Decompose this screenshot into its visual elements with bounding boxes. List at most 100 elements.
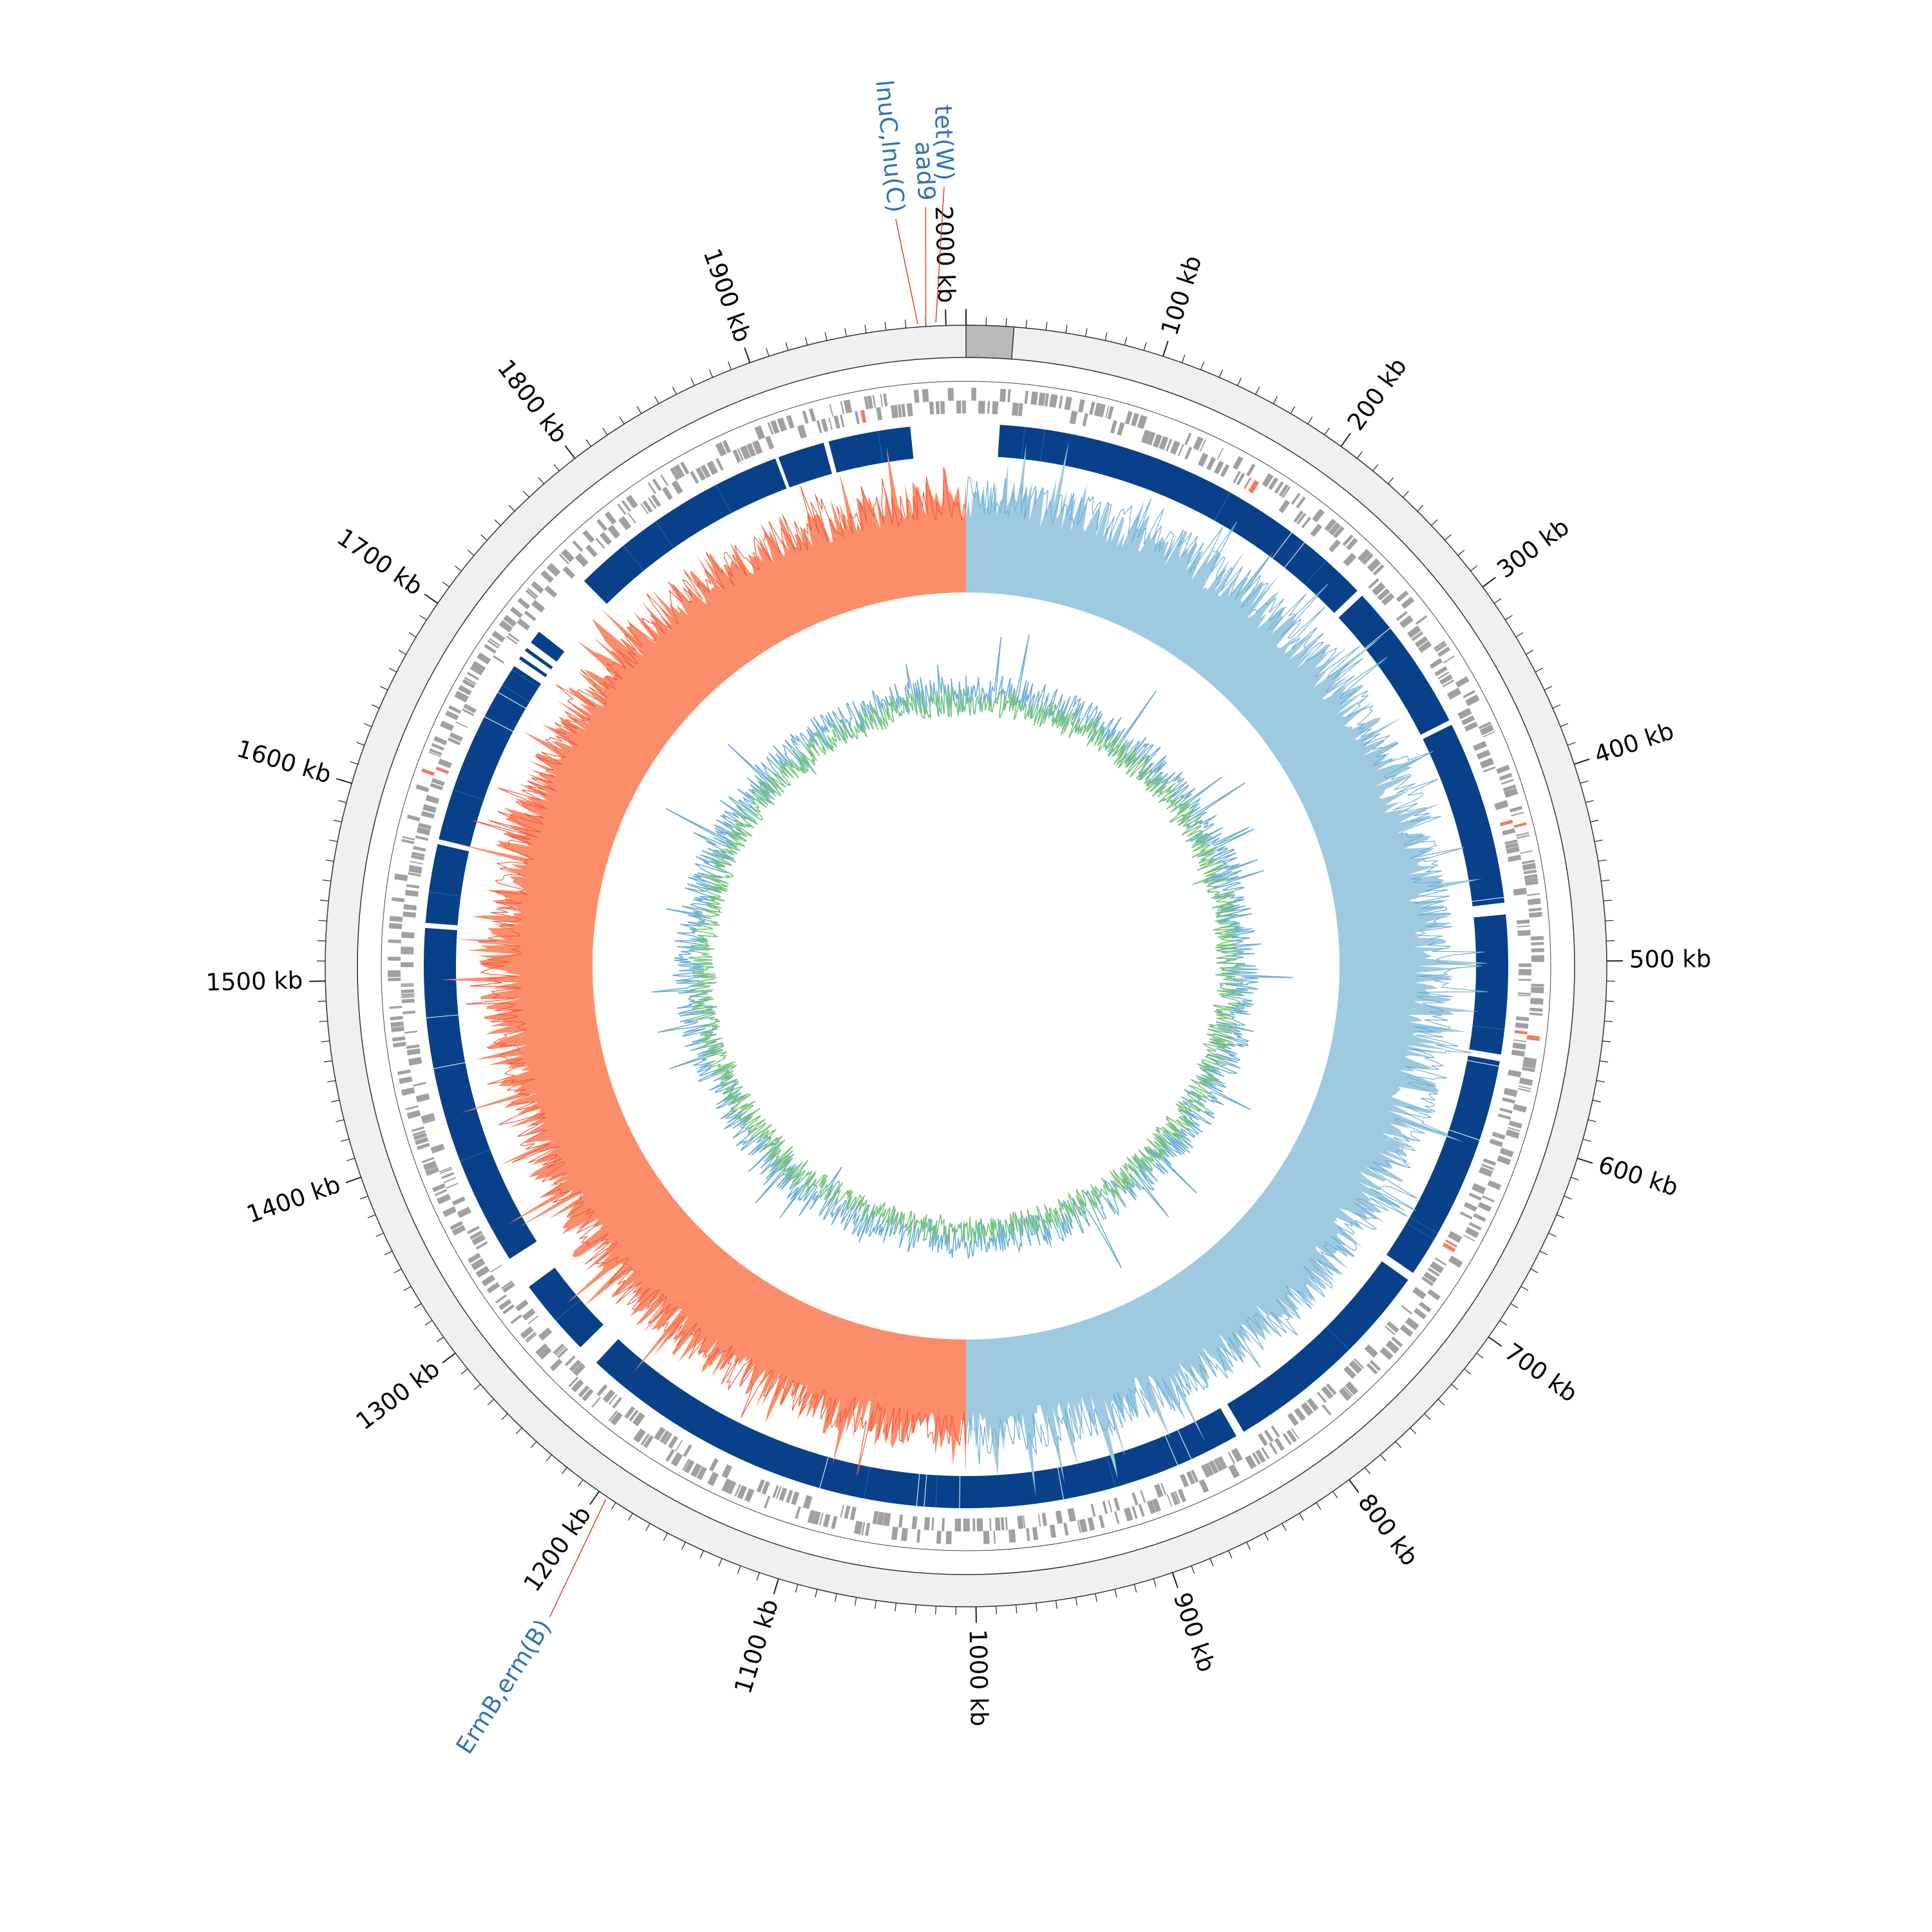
- major-tick: [1577, 1157, 1593, 1164]
- minor-tick: [480, 534, 488, 541]
- contig-split: [1039, 429, 1046, 462]
- minor-tick: [408, 632, 417, 638]
- gene-feature: [1293, 510, 1304, 523]
- gene-feature: [727, 1481, 737, 1495]
- minor-tick: [1587, 1119, 1596, 1122]
- gene-feature: [962, 401, 966, 414]
- minor-tick: [1395, 1441, 1402, 1448]
- gene-feature: [1387, 1321, 1399, 1333]
- gene-feature: [1217, 1456, 1226, 1470]
- minor-tick: [538, 477, 545, 484]
- minor-tick: [914, 1604, 916, 1613]
- gene-feature: [1364, 1344, 1378, 1358]
- gene-feature: [408, 1057, 422, 1066]
- gene-feature: [571, 1379, 584, 1393]
- gene-feature: [898, 1514, 904, 1528]
- gene-feature: [443, 1177, 456, 1184]
- gene-feature: [527, 1315, 539, 1325]
- gene-feature: [633, 1428, 646, 1443]
- gene-feature: [861, 1522, 866, 1535]
- gene-feature: [406, 1048, 421, 1056]
- gene-feature: [1274, 1437, 1285, 1451]
- gene-feature: [503, 614, 517, 627]
- minor-tick: [1602, 1040, 1611, 1043]
- gene-feature: [1461, 715, 1475, 726]
- minor-tick: [324, 1060, 333, 1063]
- gene-feature: [900, 1528, 908, 1542]
- contig-split: [502, 685, 530, 703]
- gene-feature: [802, 1495, 813, 1510]
- gene-feature: [1132, 1506, 1138, 1519]
- gene-feature: [1499, 819, 1513, 826]
- gene-feature: [942, 1518, 945, 1531]
- gene-feature: [546, 563, 561, 577]
- minor-tick: [577, 1479, 583, 1487]
- gene-feature: [1278, 499, 1291, 513]
- gene-feature: [1513, 1104, 1527, 1113]
- contig-split: [1409, 1217, 1438, 1234]
- gene-feature: [665, 1449, 675, 1462]
- tick-label: 1400 kb: [243, 1170, 344, 1228]
- minor-tick: [389, 667, 397, 672]
- gene-feature: [389, 916, 403, 922]
- gc-skew-positive-area: [966, 440, 1490, 1497]
- gene-feature: [1463, 1234, 1475, 1242]
- gene-feature: [397, 1069, 411, 1075]
- minor-tick: [602, 428, 608, 435]
- gene-feature: [1220, 1455, 1227, 1468]
- gene-feature: [1032, 1527, 1039, 1540]
- gene-feature: [1130, 412, 1139, 427]
- minor-tick: [1585, 800, 1594, 803]
- gene-feature: [525, 589, 537, 600]
- contig-split: [1421, 721, 1451, 737]
- gene-feature: [1499, 773, 1513, 781]
- minor-tick: [1594, 839, 1603, 842]
- gene-feature: [1464, 721, 1479, 732]
- minor-tick: [1036, 1602, 1037, 1612]
- minor-tick: [338, 800, 347, 803]
- minor-tick: [346, 1158, 355, 1162]
- gene-feature: [1038, 392, 1046, 406]
- gene-feature: [401, 998, 415, 1003]
- tick-label: 1500 kb: [205, 967, 303, 997]
- gene-feature: [843, 399, 853, 413]
- gene-feature: [1321, 1404, 1332, 1416]
- gene-feature: [1518, 963, 1531, 967]
- gene-feature: [1448, 1255, 1463, 1268]
- gene-feature: [844, 1505, 851, 1519]
- gene-feature: [772, 1485, 779, 1499]
- gene-feature: [840, 1504, 844, 1518]
- gene-feature: [1354, 1358, 1365, 1369]
- gene-feature: [1518, 1085, 1531, 1090]
- gene-feature: [1343, 553, 1357, 567]
- gene-feature: [1530, 1007, 1543, 1012]
- gene-feature: [1141, 430, 1151, 444]
- gene-feature: [1517, 919, 1530, 925]
- gene-feature: [690, 1463, 702, 1478]
- gene-feature: [451, 1225, 466, 1236]
- gene-feature: [1522, 1066, 1535, 1072]
- gene-feature: [1170, 1492, 1179, 1506]
- gene-feature: [1102, 1501, 1108, 1514]
- contig-split: [1406, 1222, 1435, 1240]
- contig-split: [655, 521, 674, 549]
- major-tick: [424, 593, 439, 604]
- minor-tick: [728, 361, 732, 370]
- minor-tick: [835, 1593, 837, 1602]
- gene-feature: [1012, 402, 1019, 416]
- gene-feature: [668, 1435, 679, 1449]
- gene-feature: [402, 1010, 416, 1015]
- gene-feature: [553, 1343, 565, 1354]
- minor-tick: [1424, 1413, 1431, 1420]
- gene-feature: [1517, 929, 1531, 936]
- gene-feature: [1487, 1180, 1502, 1190]
- minor-tick: [1599, 1060, 1608, 1063]
- gene-feature: [1316, 1391, 1327, 1403]
- gene-feature: [1396, 591, 1409, 603]
- gene-feature: [1439, 674, 1453, 685]
- contig-split: [1326, 1327, 1350, 1350]
- gene-feature: [531, 600, 545, 613]
- gene-feature: [682, 1459, 690, 1471]
- gene-feature: [1479, 1166, 1493, 1177]
- minor-tick: [1332, 1491, 1338, 1499]
